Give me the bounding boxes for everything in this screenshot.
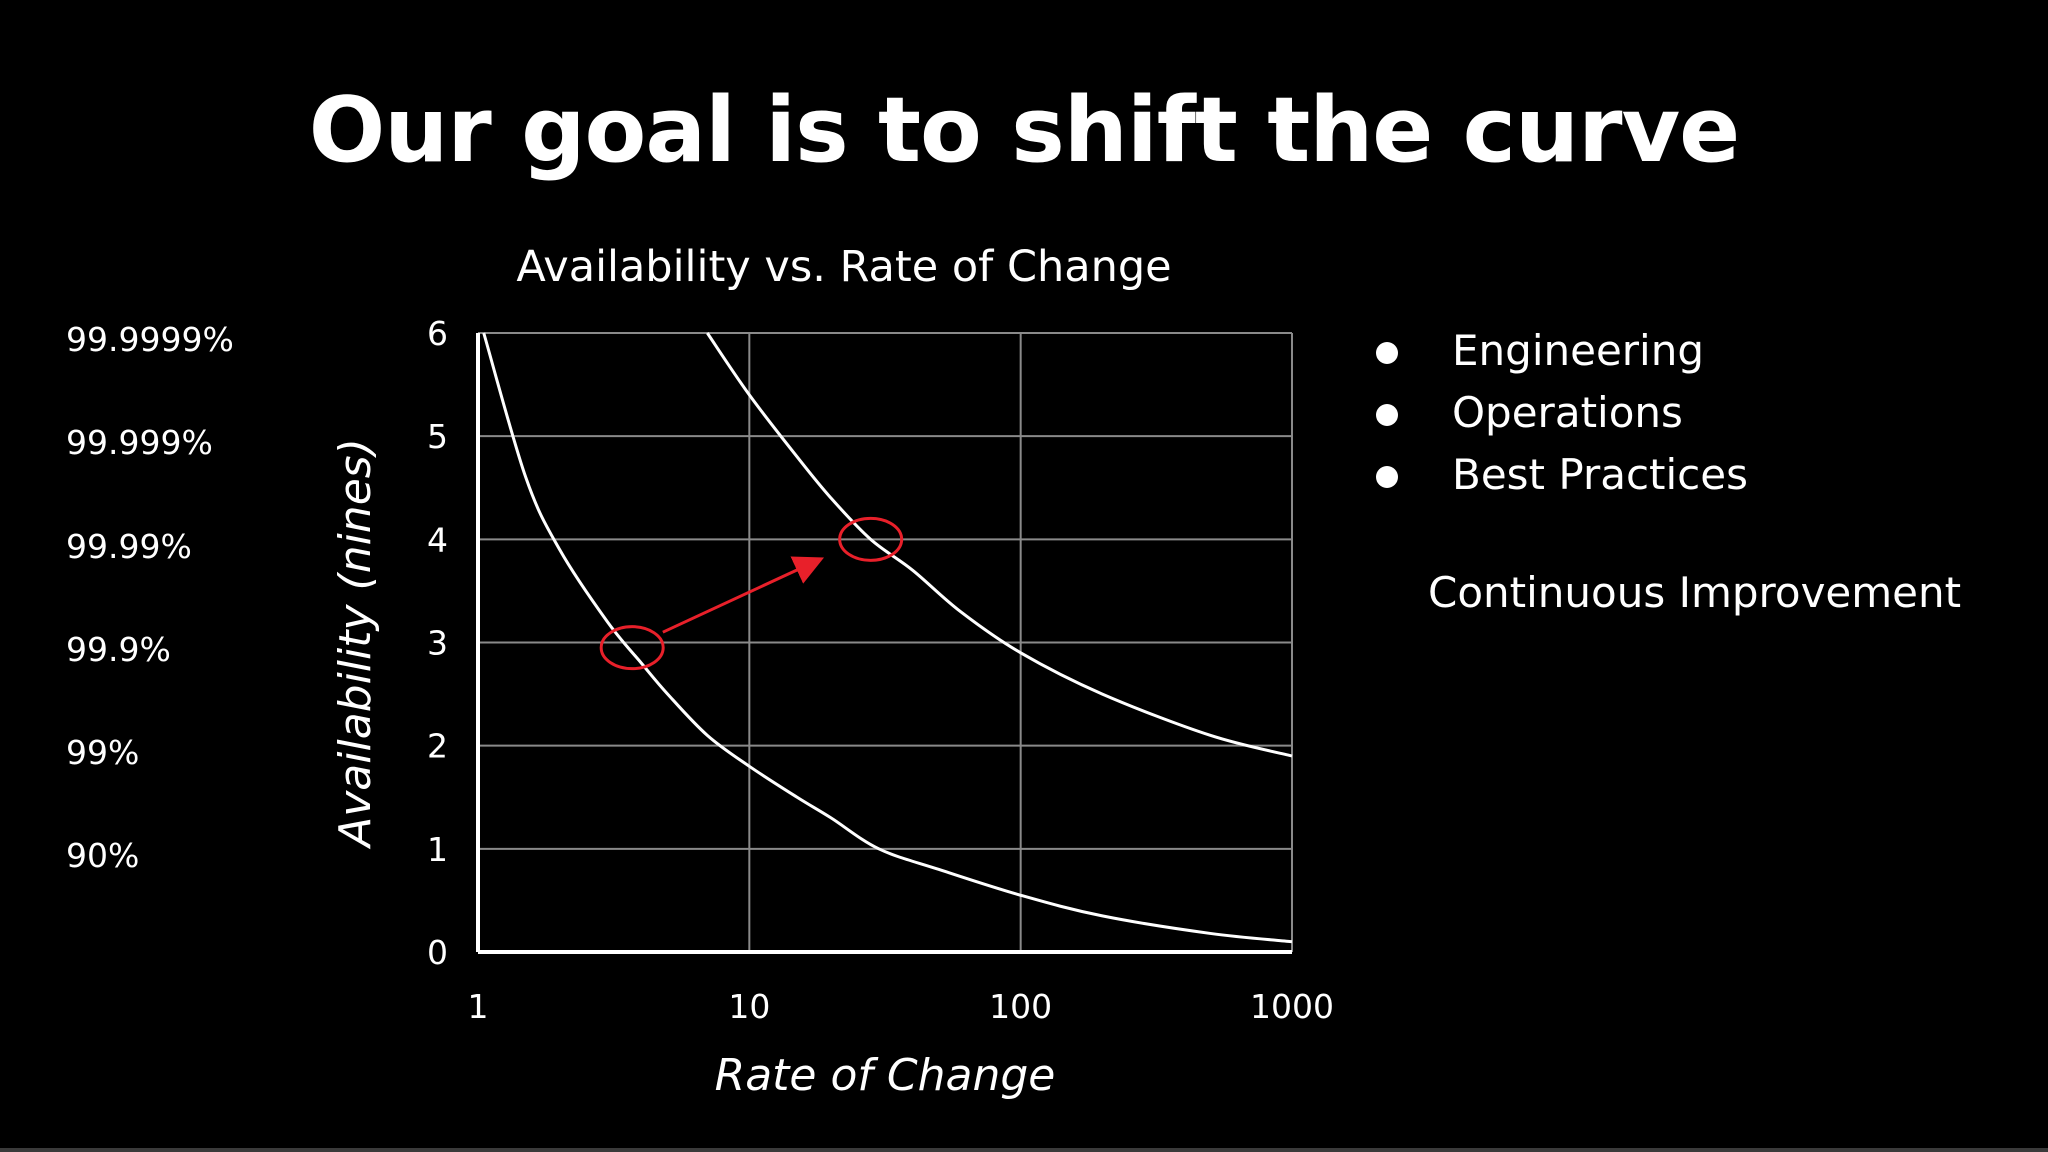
nines-label: 99.999% [66,423,213,462]
nines-label: 99.9% [66,630,171,669]
y-axis-label: Availability (nines) [330,438,381,850]
bullet-text: Operations [1452,388,1683,437]
bullet-icon [1376,466,1398,488]
bullet-list: Engineering Operations Best Practices [1370,322,1748,508]
availability-curve [482,332,1293,944]
bottom-edge [0,1148,2048,1152]
y-tick-label: 4 [427,520,448,559]
nines-label: 90% [66,836,140,875]
y-tick-label: 5 [427,417,448,456]
x-axis-label: Rate of Change [715,1050,1056,1101]
bullet-text: Engineering [1452,326,1704,375]
x-tick-label: 100 [989,987,1052,1026]
bullet-text: Best Practices [1452,450,1748,499]
nines-label: 99.99% [66,527,192,566]
y-tick-label: 3 [427,624,448,663]
highlight-circle [838,516,904,562]
slide-title: Our goal is to shift the curve [308,78,1740,183]
availability-curve [706,332,1293,758]
y-tick-label: 1 [427,830,448,869]
y-tick-label: 0 [427,933,448,972]
y-tick-label: 6 [427,314,448,353]
chart-title: Availability vs. Rate of Change [516,242,1172,292]
x-tick-label: 10 [728,987,770,1026]
shift-arrow [662,556,825,634]
highlight-circle [599,625,665,671]
bullet-item: Engineering [1370,322,1748,384]
nines-label: 99% [66,733,140,772]
nines-label: 99.9999% [66,320,234,359]
x-tick-label: 1 [468,987,489,1026]
bullet-item: Operations [1370,384,1748,446]
y-tick-label: 2 [427,727,448,766]
x-tick-label: 1000 [1250,987,1334,1026]
bullet-item: Best Practices [1370,446,1748,508]
bullet-icon [1376,342,1398,364]
bullet-icon [1376,404,1398,426]
continuous-improvement-note: Continuous Improvement [1428,568,1962,617]
